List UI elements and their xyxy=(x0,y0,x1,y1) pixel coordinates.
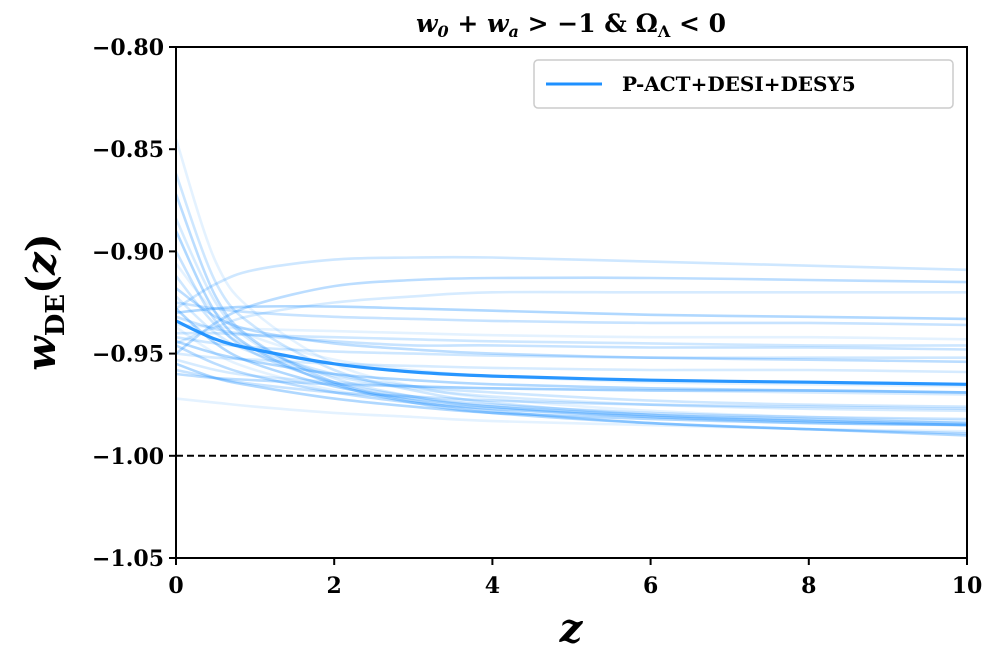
series-line-sample xyxy=(176,173,967,427)
series-line-sample xyxy=(176,276,967,355)
series-line-sample xyxy=(176,307,967,425)
y-tick-label: −1.00 xyxy=(92,444,164,470)
series-line-sample xyxy=(176,218,967,427)
series-line-sample xyxy=(176,275,967,408)
series-layer xyxy=(176,138,967,437)
y-tick-label: −1.05 xyxy=(92,546,164,572)
x-tick-label: 4 xyxy=(485,573,500,599)
series-line-sample xyxy=(176,315,967,351)
series-line-mean xyxy=(176,319,967,386)
series-line-sample xyxy=(176,358,967,396)
series-line-sample xyxy=(176,255,967,310)
series-line-sample xyxy=(176,372,967,394)
y-axis-ticks: −1.05 −1.00 −0.95 −0.90 −0.85 −0.80 xyxy=(92,35,176,572)
x-tick-label: 8 xyxy=(801,573,816,599)
plot-frame xyxy=(175,46,968,559)
series-line-sample xyxy=(176,331,967,347)
series-line-sample xyxy=(176,344,967,427)
series-line-sample xyxy=(176,340,967,394)
series-line-sample xyxy=(176,325,967,425)
series-line-sample xyxy=(176,138,967,423)
y-tick-label: −0.85 xyxy=(92,137,164,163)
series-line-sample xyxy=(176,368,967,411)
y-tick-label: −0.95 xyxy=(92,342,164,368)
legend-box xyxy=(533,59,954,109)
legend-label: P-ACT+DESI+DESY5 xyxy=(622,72,856,96)
legend: P-ACT+DESI+DESY5 xyxy=(533,59,954,109)
series-line-sample xyxy=(176,287,967,364)
series-line-sample xyxy=(176,193,967,435)
y-axis-label: wDE(z) xyxy=(18,233,71,370)
y-tick-label: −0.90 xyxy=(92,239,164,265)
x-axis-label: z xyxy=(559,605,584,652)
series-line-sample xyxy=(176,250,967,421)
series-line-sample xyxy=(176,290,967,345)
series-line-sample xyxy=(176,397,967,433)
x-tick-label: 0 xyxy=(168,573,183,599)
series-line-sample xyxy=(176,305,967,321)
series-line-sample xyxy=(176,301,967,327)
chart-title: w0 + wa > −1 & ΩΛ < 0 xyxy=(416,9,726,41)
x-tick-label: 2 xyxy=(327,573,342,599)
series-line-sample xyxy=(176,362,967,427)
x-tick-label: 10 xyxy=(952,573,983,599)
x-tick-label: 6 xyxy=(643,573,658,599)
series-line-sample xyxy=(176,352,967,374)
series-line-sample xyxy=(176,230,967,437)
series-line-sample xyxy=(176,323,967,341)
y-tick-label: −0.80 xyxy=(92,35,164,61)
x-axis-ticks: 0 2 4 6 8 10 xyxy=(168,558,982,599)
